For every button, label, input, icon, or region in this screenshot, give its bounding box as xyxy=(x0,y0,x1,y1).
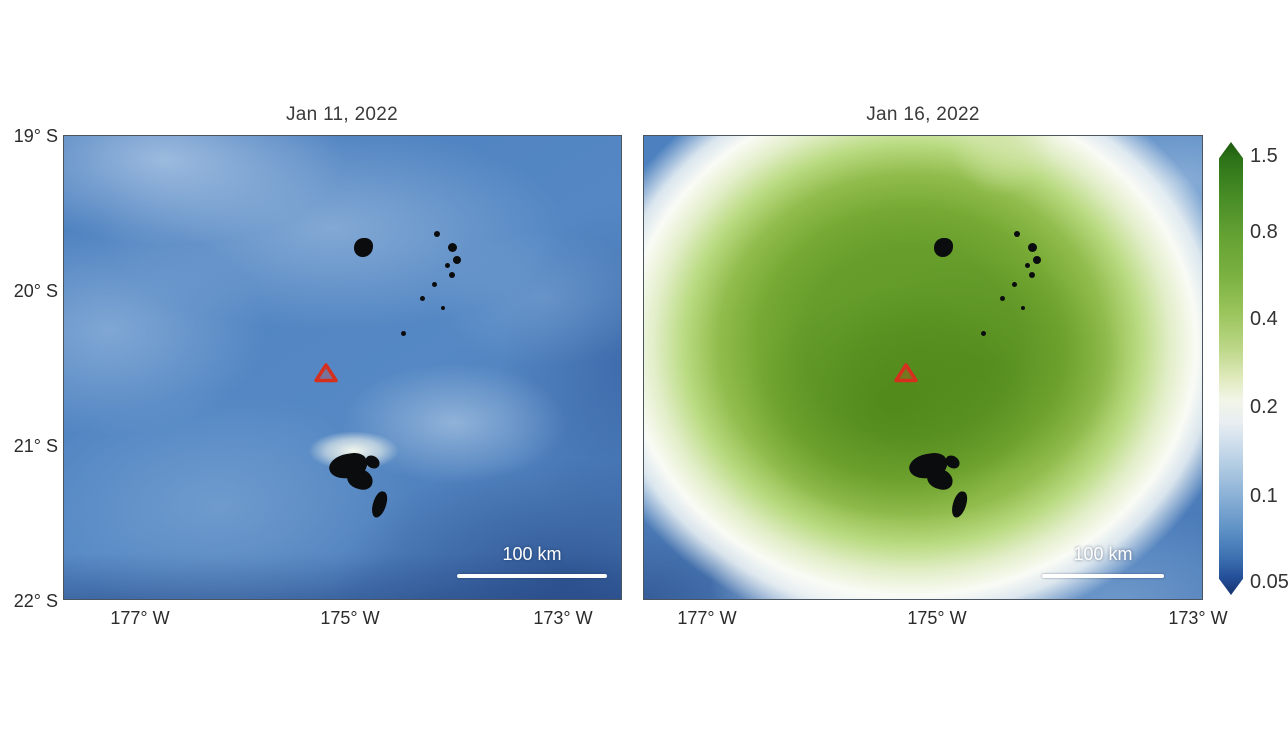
scalebar-label: 100 km xyxy=(1073,544,1133,564)
island xyxy=(448,243,457,252)
island xyxy=(432,282,437,287)
colorbar-tick-0-05: 0.05 xyxy=(1250,571,1288,593)
island xyxy=(369,489,390,520)
island xyxy=(1000,296,1005,301)
volcano-marker-icon xyxy=(314,363,338,383)
island xyxy=(453,256,461,264)
xtick-right-177w: 177° W xyxy=(677,608,737,628)
panel-title-right: Jan 16, 2022 xyxy=(866,104,980,125)
colorbar xyxy=(1219,142,1243,595)
panel-title-left: Jan 11, 2022 xyxy=(285,104,399,125)
island xyxy=(434,231,440,237)
xtick-left-177w: 177° W xyxy=(110,608,170,628)
xtick-right-175w: 175° W xyxy=(907,608,967,628)
island xyxy=(1012,282,1017,287)
colorbar-tick-0-1: 0.1 xyxy=(1250,485,1278,507)
island xyxy=(401,331,406,336)
xtick-left-173w: 173° W xyxy=(533,608,593,628)
island xyxy=(1014,231,1020,237)
island xyxy=(1028,243,1037,252)
colorbar-tick-1-5: 1.5 xyxy=(1250,145,1278,167)
island xyxy=(1029,272,1035,278)
ytick-21s: 21° S xyxy=(13,436,58,456)
scalebar-line xyxy=(457,574,607,578)
island xyxy=(354,238,373,257)
map-panel-jan16: 100 km xyxy=(643,135,1203,600)
island xyxy=(344,465,376,493)
xtick-left-175w: 175° W xyxy=(320,608,380,628)
island xyxy=(924,465,956,493)
scalebar-label: 100 km xyxy=(502,544,562,564)
island xyxy=(1025,263,1030,268)
island xyxy=(445,263,450,268)
ytick-22s: 22° S xyxy=(13,591,58,611)
volcano-marker-icon xyxy=(894,363,918,383)
island xyxy=(420,296,425,301)
scalebar-line xyxy=(1042,574,1164,578)
ytick-20s: 20° S xyxy=(13,281,58,301)
island xyxy=(441,306,445,310)
island xyxy=(934,238,953,257)
island xyxy=(1033,256,1041,264)
island xyxy=(1021,306,1025,310)
island xyxy=(981,331,986,336)
colorbar-tick-0-2: 0.2 xyxy=(1250,396,1278,418)
island xyxy=(949,489,970,520)
colorbar-tick-0-8: 0.8 xyxy=(1250,221,1278,243)
colorbar-tick-0-4: 0.4 xyxy=(1250,308,1278,330)
island xyxy=(449,272,455,278)
xtick-right-173w: 173° W xyxy=(1168,608,1228,628)
ytick-19s: 19° S xyxy=(13,126,58,146)
map-panel-jan11: 100 km xyxy=(63,135,622,600)
